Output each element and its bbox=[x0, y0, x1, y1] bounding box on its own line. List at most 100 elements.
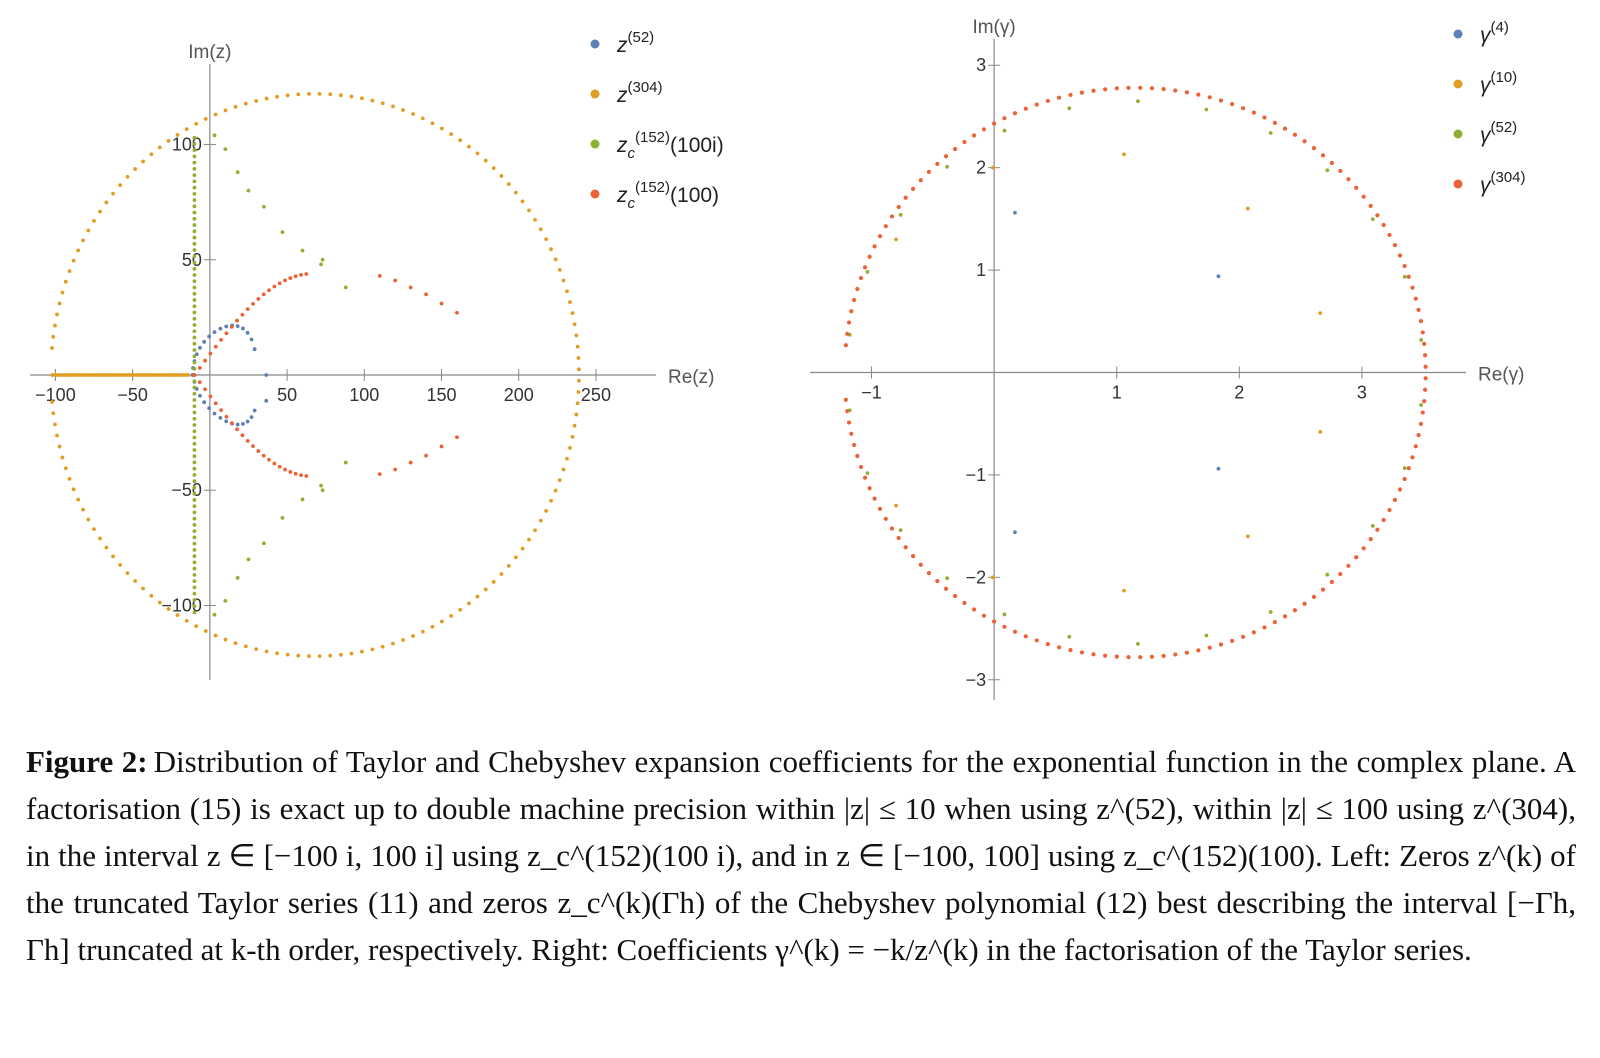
left-series-1-point bbox=[86, 228, 91, 233]
right-series-3-point bbox=[1320, 587, 1326, 592]
left-series-0-point bbox=[198, 393, 202, 398]
left-series-1-point bbox=[561, 467, 566, 472]
left-series-1-point bbox=[133, 167, 138, 171]
left-series-2-point bbox=[192, 248, 197, 252]
left-series-1-point bbox=[50, 400, 54, 404]
right-series-3-point bbox=[867, 254, 872, 259]
left-series-3-point bbox=[408, 460, 413, 465]
left-series-1-point bbox=[328, 653, 333, 658]
left-series-1-point bbox=[557, 267, 562, 272]
left-series-3-point bbox=[455, 310, 459, 315]
right-series-3-point bbox=[1413, 296, 1418, 301]
right-series-3-point bbox=[1068, 647, 1073, 653]
left-series-1-point bbox=[285, 93, 290, 98]
right-series-2-point bbox=[1268, 131, 1273, 135]
left-series-3-point bbox=[439, 301, 444, 306]
left-series-0-point bbox=[235, 324, 240, 329]
left-series-1-point bbox=[499, 174, 504, 178]
left-series-1-point bbox=[568, 445, 572, 450]
right-series-3-point bbox=[883, 516, 888, 521]
left-series-2-point bbox=[192, 141, 197, 146]
right-legend-label: γ(10) bbox=[1480, 69, 1517, 97]
left-series-1-point bbox=[483, 158, 488, 163]
right-series-0-point bbox=[1216, 466, 1221, 471]
left-series-2-point bbox=[192, 435, 197, 440]
right-series-3-point bbox=[1091, 88, 1096, 93]
right-series-3-point bbox=[858, 464, 864, 470]
right-y-tick-label: 3 bbox=[976, 55, 986, 75]
left-series-1-point bbox=[60, 290, 65, 295]
left-series-1-point bbox=[104, 200, 109, 205]
right-series-3-point bbox=[926, 570, 931, 576]
left-series-1-point bbox=[285, 652, 290, 657]
left-series-1-point bbox=[328, 92, 333, 97]
left-series-1-point bbox=[440, 126, 444, 131]
right-series-3-point bbox=[910, 186, 916, 191]
right-series-3-point bbox=[1240, 106, 1246, 111]
right-series-3 bbox=[843, 85, 1428, 660]
left-series-2-point bbox=[300, 497, 305, 502]
right-series-2-point bbox=[898, 528, 903, 533]
right-series-3-point bbox=[1045, 98, 1050, 104]
left-series-3-point bbox=[235, 427, 239, 432]
left-series-2-point bbox=[246, 188, 251, 193]
left-series-2-point bbox=[192, 554, 197, 559]
right-series-0-point bbox=[1013, 530, 1017, 535]
left-series-1-point bbox=[71, 258, 76, 263]
right-x-axis-label: Re(γ) bbox=[1478, 365, 1524, 386]
right-x-tick-label: 1 bbox=[1112, 383, 1122, 403]
left-series-2-point bbox=[262, 204, 266, 209]
left-series-1-point bbox=[570, 311, 575, 316]
left-series-3-point bbox=[283, 467, 287, 472]
right-series-1-point bbox=[1245, 534, 1250, 539]
left-series-1-point bbox=[574, 333, 579, 338]
left-series-3-point bbox=[277, 464, 282, 469]
left-series-3-point bbox=[277, 281, 282, 286]
right-series-2-point bbox=[945, 576, 950, 581]
right-y-tick-label: 1 bbox=[976, 260, 986, 280]
right-series-1-point bbox=[894, 503, 898, 508]
left-series-3-point bbox=[197, 365, 202, 370]
right-series-2-point bbox=[1204, 633, 1209, 638]
right-y-tick-label: −1 bbox=[966, 465, 987, 485]
right-series-3-point bbox=[846, 320, 852, 325]
left-series-1-point bbox=[118, 183, 123, 188]
right-series-3-point bbox=[845, 331, 850, 336]
right-series-3-point bbox=[896, 204, 901, 210]
right-series-3-point bbox=[1402, 476, 1407, 482]
left-series-2-point bbox=[192, 566, 197, 571]
left-legend-label: z(304) bbox=[616, 79, 663, 107]
left-series-1-point bbox=[76, 497, 81, 502]
right-series-3-point bbox=[872, 496, 877, 501]
left-series-2-point bbox=[192, 185, 197, 190]
left-series-1-point bbox=[506, 563, 511, 568]
right-series-3-point bbox=[883, 224, 888, 229]
left-series-2-point bbox=[192, 135, 197, 140]
left-series-2-point bbox=[192, 573, 197, 577]
left-series-1-point bbox=[57, 301, 62, 306]
right-x-tick-label: −1 bbox=[861, 383, 882, 403]
right-series-3-point bbox=[1161, 87, 1166, 92]
left-series-2-point bbox=[192, 254, 197, 259]
left-series-3-point bbox=[240, 312, 245, 317]
left-series-1-point bbox=[380, 644, 385, 649]
right-series-3-point bbox=[903, 195, 908, 200]
right-series-2-point bbox=[1325, 572, 1330, 577]
left-series-2-point bbox=[192, 404, 197, 409]
left-series-1-point bbox=[568, 300, 572, 305]
left-x-tick-label: 200 bbox=[504, 385, 534, 405]
left-series-1-point bbox=[370, 647, 375, 652]
left-series-2-point bbox=[223, 598, 228, 603]
left-series-0-point bbox=[212, 411, 217, 416]
left-series-0-point bbox=[224, 324, 229, 329]
left-series-2-point bbox=[192, 179, 197, 184]
left-series-0-point bbox=[252, 408, 257, 413]
left-series-2-point bbox=[192, 366, 197, 371]
left-series-1-point bbox=[213, 633, 218, 638]
right-series-2-point bbox=[1067, 634, 1072, 639]
right-series-3-point bbox=[1320, 153, 1326, 158]
left-series-1-point bbox=[166, 139, 171, 143]
left-series-1-point bbox=[296, 92, 301, 97]
left-series-2-point bbox=[192, 329, 197, 334]
left-series-1-point bbox=[561, 278, 566, 283]
